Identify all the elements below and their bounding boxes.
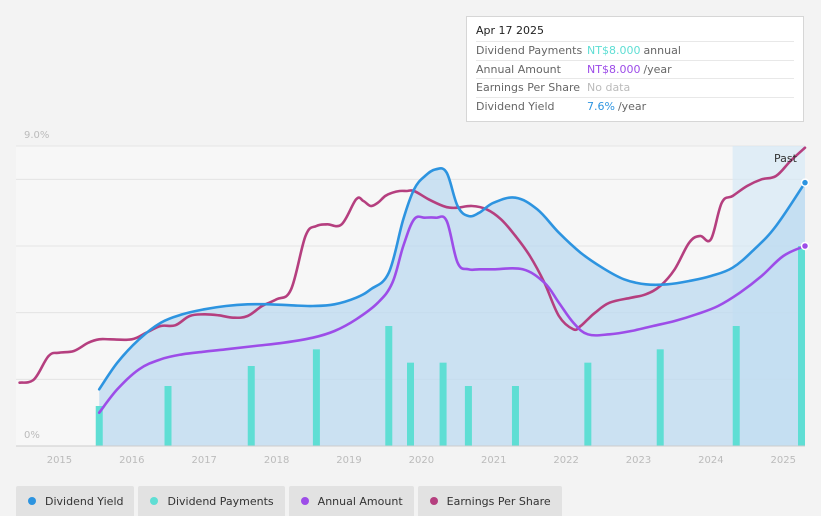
legend-dot-icon <box>300 497 309 505</box>
dividend-payment-bar <box>439 362 447 446</box>
tooltip-label: Earnings Per Share <box>476 81 581 95</box>
legend-dot-icon <box>28 497 36 505</box>
legend-label: Dividend Yield <box>45 494 124 508</box>
annual-amount-line <box>97 215 807 414</box>
tooltip-value: NT$8.000 <box>587 44 641 58</box>
tooltip-unit: /year <box>617 99 647 113</box>
y-axis-bottom-label: 0% <box>24 430 40 441</box>
x-tick-label: 2015 <box>47 455 72 466</box>
legend-item-dividend-yield[interactable]: Dividend Yield <box>16 486 135 516</box>
x-tick-label: 2024 <box>698 455 723 466</box>
dividend-payment-bar <box>584 362 592 446</box>
dividend-payment-bar <box>164 386 172 446</box>
end-markers <box>800 178 810 251</box>
legend-dot-icon <box>150 497 159 505</box>
tooltip-row-dividend-yield: Dividend Yield 7.6% /year <box>476 96 794 116</box>
x-tick-label: 2016 <box>119 455 144 466</box>
tooltip-value: 7.6% <box>587 99 615 113</box>
tooltip-row-earnings-per-share: Earnings Per Share No data <box>476 78 794 97</box>
y-axis-top-label: 9.0% <box>24 130 49 141</box>
dividend-payment-bar <box>511 386 519 446</box>
dividend-payment-bar <box>407 362 414 446</box>
legend-label: Dividend Payments <box>167 494 274 508</box>
dividend-payment-bar <box>656 349 664 446</box>
tooltip-label: Dividend Yield <box>476 99 555 113</box>
annual-amount-end-marker <box>800 241 810 251</box>
legend-label: Annual Amount <box>317 494 403 508</box>
legend-item-earnings-per-share[interactable]: Earnings Per Share <box>417 486 562 516</box>
tooltip-value: NT$8.000 <box>587 62 641 76</box>
dividend-payment-bar <box>732 326 740 446</box>
tooltip-unit: /year <box>643 62 672 76</box>
x-tick-label: 2023 <box>626 455 651 466</box>
past-label: Past <box>774 152 798 165</box>
dividend-yield-area <box>99 168 805 446</box>
earnings-per-share-line <box>18 146 807 384</box>
dividend-payment-bar <box>385 326 393 446</box>
legend-label: Earnings Per Share <box>446 494 551 508</box>
dividend-chart: 9.0% 0% Past 2015 2016 2017 2018 2019 2020 202… <box>16 130 810 466</box>
x-tick-label: 2025 <box>771 455 796 466</box>
dividend-payment-bar <box>95 406 103 446</box>
dividend-payment-bar <box>247 366 255 446</box>
tooltip-label: Annual Amount <box>476 62 561 76</box>
x-tick-label: 2022 <box>553 455 578 466</box>
tooltip-date: Apr 17 2025 <box>476 24 545 37</box>
dividend-yield-line <box>97 167 807 391</box>
dividend-payment-bar <box>798 246 805 446</box>
legend: Dividend Yield Dividend Payments Annual … <box>16 486 562 516</box>
legend-item-dividend-payments[interactable]: Dividend Payments <box>138 486 285 516</box>
tooltip-unit: annual <box>643 44 681 58</box>
x-tick-label: 2020 <box>409 455 434 466</box>
series-lines <box>18 146 807 414</box>
dividend-payment-bar <box>464 386 472 446</box>
tooltip-value: No data <box>587 81 631 95</box>
dividend-payment-bar <box>312 349 320 446</box>
tooltip-label: Dividend Payments <box>476 44 583 58</box>
dividend-payments-bars <box>95 246 805 446</box>
x-tick-label: 2021 <box>481 455 506 466</box>
legend-dot-icon <box>429 497 438 505</box>
tooltip-row-annual-amount: Annual Amount NT$8.000 /year <box>476 59 794 79</box>
dividend-yield-end-marker <box>800 178 810 187</box>
x-tick-label: 2019 <box>336 455 361 466</box>
tooltip-row-dividend-payments: Dividend Payments NT$8.000 annual <box>476 41 794 60</box>
tooltip-panel: Apr 17 2025 Dividend Payments NT$8.000 a… <box>466 16 804 122</box>
legend-item-annual-amount[interactable]: Annual Amount <box>288 486 414 516</box>
x-tick-label: 2018 <box>264 455 289 466</box>
x-tick-label: 2017 <box>191 455 216 466</box>
x-axis-ticks: 2015 2016 2017 2018 2019 2020 2021 2022 2023 2024… <box>47 455 796 466</box>
